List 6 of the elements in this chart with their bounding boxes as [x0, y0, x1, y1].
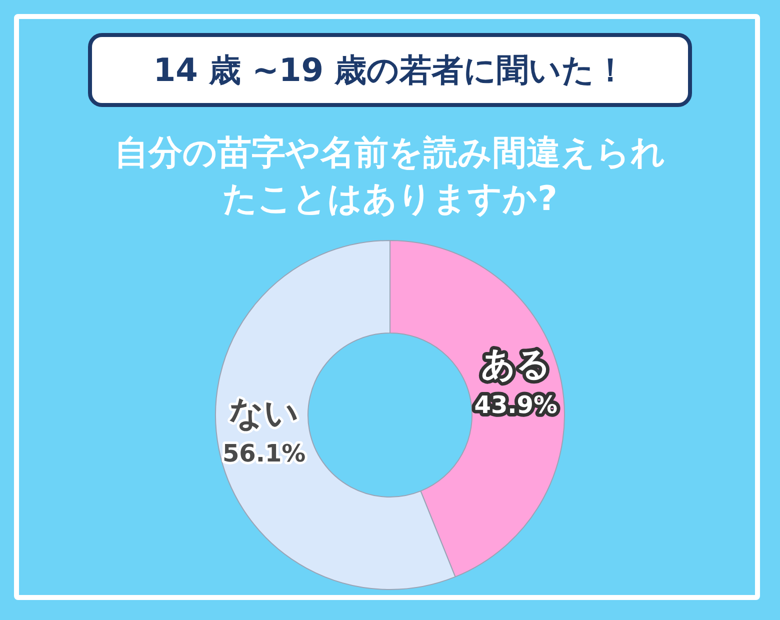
slice-label: ある	[480, 344, 551, 384]
data-label: 56.1%	[222, 440, 306, 468]
chart-subtitle: 自分の苗字や名前を読み間違えられたことはありますか?	[114, 132, 666, 221]
chart-title: 14 歳 ~19 歳の若者に聞いた！	[88, 33, 692, 107]
data-label: 43.9%	[474, 390, 558, 419]
slice-label: ない	[229, 393, 300, 434]
